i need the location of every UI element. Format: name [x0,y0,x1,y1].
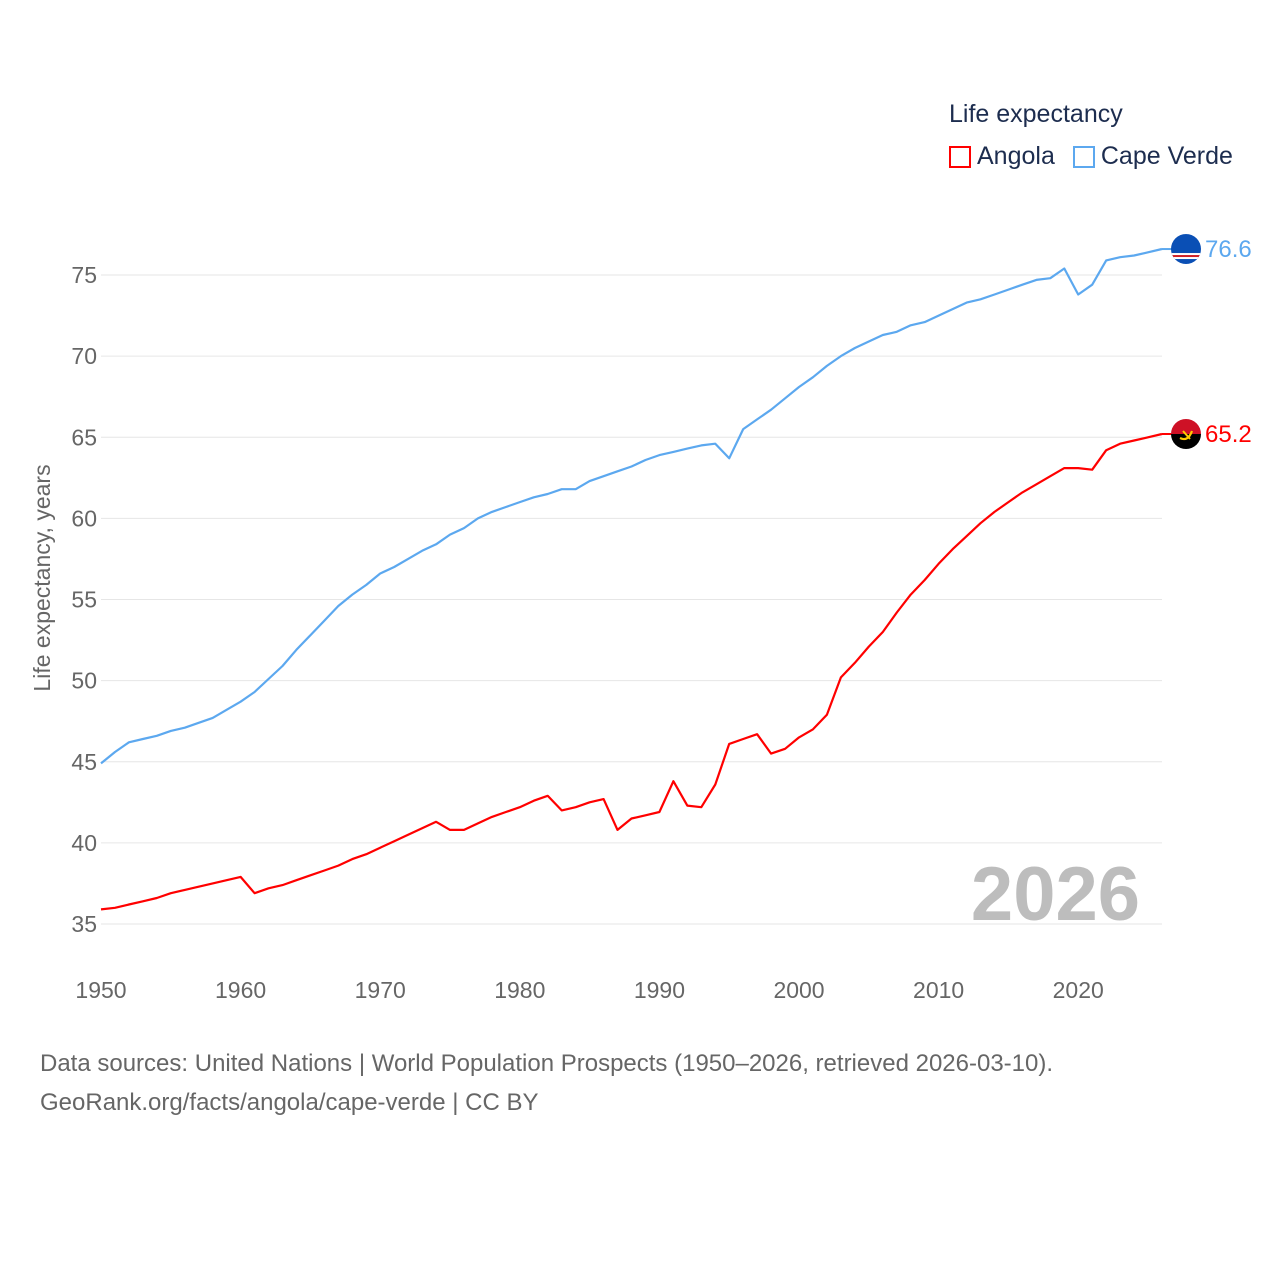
legend: Angola Cape Verde [949,142,1233,171]
y-tick-label: 40 [71,830,97,856]
legend-item-cape-verde[interactable]: Cape Verde [1072,142,1233,171]
end-value-label-angola: 65.2 [1205,421,1252,448]
series-line-cape-verde[interactable] [100,247,1163,765]
legend-item-angola[interactable]: Angola [949,142,1055,171]
y-axis-label: Life expectancy, years [29,464,55,691]
y-tick-label: 65 [71,424,97,450]
angola-flag-icon [1171,419,1201,450]
year-watermark: 2026 [971,852,1140,937]
cape-verde-flag-icon [1171,234,1201,265]
y-tick-label: 50 [71,668,97,694]
y-tick-label: 70 [71,343,97,369]
y-tick-label: 35 [71,911,97,937]
x-tick-label: 2000 [773,977,824,1003]
x-tick-label: 1990 [634,977,685,1003]
end-value-label-cape-verde: 76.6 [1205,236,1252,263]
x-tick-label: 2020 [1053,977,1104,1003]
legend-title: Life expectancy [949,100,1123,128]
y-tick-label: 60 [71,505,97,531]
x-tick-label: 1950 [75,977,126,1003]
series-line-angola[interactable] [100,432,1163,911]
legend-label-cape-verde: Cape Verde [1100,142,1233,170]
x-tick-label: 1980 [494,977,545,1003]
legend-label-angola: Angola [977,142,1055,170]
legend-swatch-cape-verde [1072,145,1095,168]
x-tick-label: 1970 [355,977,406,1003]
legend-swatch-angola [949,145,971,168]
y-tick-label: 55 [71,587,97,613]
y-tick-label: 45 [71,749,97,775]
y-tick-label: 75 [71,262,97,288]
x-tick-label: 2010 [913,977,964,1003]
x-tick-label: 1960 [215,977,266,1003]
data-source-text: Data sources: United Nations | World Pop… [40,1050,1054,1077]
footer: Data sources: United Nations | World Pop… [40,1044,1053,1122]
source-link[interactable]: GeoRank.org/facts/angola/cape-verde | CC… [40,1089,539,1116]
